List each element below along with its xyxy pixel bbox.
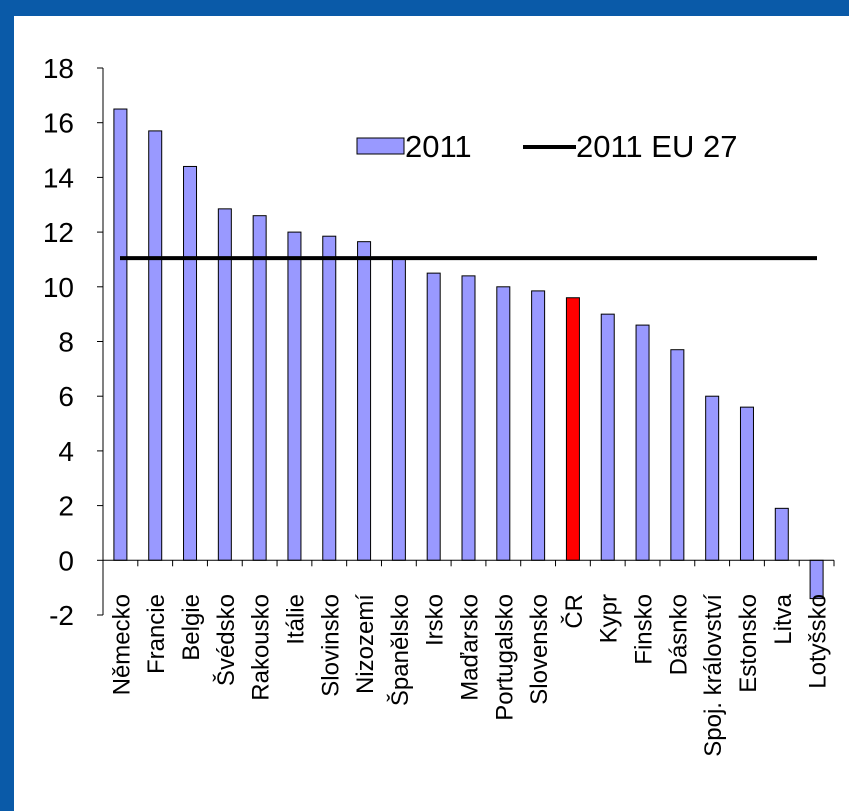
bar-Litva <box>774 507 789 561</box>
x-tick-label: Maďarsko <box>457 594 484 701</box>
y-tick-label: 12 <box>43 217 74 248</box>
x-tick-label: Litva <box>770 593 797 644</box>
y-tick-label: 4 <box>58 436 74 467</box>
bar-Maďarsko <box>461 275 476 561</box>
bars-layer <box>113 108 824 600</box>
bar-Švédsko <box>217 208 232 561</box>
bar-Belgie <box>183 165 198 561</box>
legend: 2011 2011 EU 27 <box>356 129 737 164</box>
bar-Dásnko <box>670 349 685 561</box>
x-tick-label: Švédsko <box>212 594 240 686</box>
y-tick-label: 8 <box>58 327 74 358</box>
y-tick-label: 16 <box>43 108 74 139</box>
bar-Slovensko <box>531 290 546 561</box>
bar-Nizozemí <box>357 241 372 561</box>
y-tick-labels: -2 0 2 4 6 8 10 12 14 16 18 <box>43 53 74 631</box>
x-tick-label: Dásnko <box>665 594 692 675</box>
bar-Kypr <box>600 313 615 561</box>
legend-swatch-bar <box>356 137 405 155</box>
x-tick-label: Slovensko <box>526 594 553 705</box>
y-tick-label: 10 <box>43 272 74 303</box>
x-tick-label: Nizozemí <box>352 594 379 694</box>
y-tick-label: 2 <box>58 491 74 522</box>
x-tick-label: Lotyšsko <box>805 594 832 689</box>
bar-chart: -2 0 2 4 6 8 10 12 14 16 18 Německo Francie Belgie Šv… <box>43 53 835 757</box>
axes-layer <box>97 67 835 616</box>
y-tick-label: -2 <box>49 600 74 631</box>
x-tick-label: ČR <box>560 594 588 629</box>
bar-Irsko <box>426 272 441 561</box>
x-tick-labels: Německo Francie Belgie Švédsko Rakousko Itáli… <box>108 593 831 756</box>
x-tick-label: Estonsko <box>735 594 762 693</box>
y-tick-label: 14 <box>43 162 74 193</box>
x-tick-label: Slovinsko <box>317 594 344 697</box>
bar-Itálie <box>287 231 302 561</box>
x-tick-label: Portugalsko <box>491 594 518 721</box>
x-tick-label: Spoj. království <box>700 594 727 757</box>
x-tick-label: Finsko <box>631 594 658 665</box>
bar-Spoj. království <box>705 395 720 561</box>
bar-Finsko <box>635 324 650 561</box>
y-tick-label: 6 <box>58 381 74 412</box>
x-tick-label: Itálie <box>282 594 309 645</box>
bar-Slovinsko <box>322 235 337 561</box>
x-tick-label: Belgie <box>178 594 205 661</box>
y-tick-label: 0 <box>58 545 74 576</box>
chart-panel: -2 0 2 4 6 8 10 12 14 16 18 Německo Francie Belgie Šv… <box>14 16 849 811</box>
x-tick-label: Rakousko <box>248 594 275 701</box>
bar-Německo <box>113 108 128 561</box>
bar-Francie <box>148 130 163 561</box>
legend-label: 2011 EU 27 <box>576 129 737 164</box>
bar-Portugalsko <box>496 286 511 561</box>
x-tick-label: Německo <box>108 594 135 695</box>
bar-Lotyšsko <box>809 559 824 600</box>
y-tick-label: 18 <box>43 53 74 84</box>
x-tick-label: Francie <box>143 594 170 674</box>
bar-ČR <box>565 297 580 561</box>
legend-label: 2011 <box>405 129 472 164</box>
bar-Rakousko <box>252 215 267 561</box>
x-tick-label: Kypr <box>596 594 623 643</box>
x-tick-label: Španělsko <box>386 594 414 706</box>
x-tick-label: Irsko <box>422 594 449 646</box>
bar-Španělsko <box>391 258 406 561</box>
bar-Estonsko <box>739 406 754 561</box>
